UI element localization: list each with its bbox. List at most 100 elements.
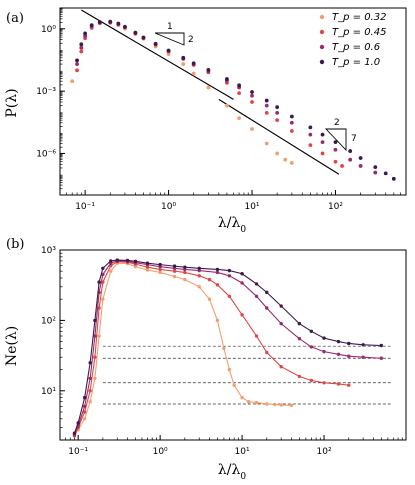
data-point (240, 313, 244, 317)
x-tick-label: 10² (328, 202, 343, 212)
data-point (250, 93, 254, 98)
x-tick-label: 10¹ (244, 202, 259, 212)
data-point (222, 346, 226, 351)
y-tick-label: 10² (41, 316, 56, 326)
slope-triangle-upper-rise: 2 (188, 35, 194, 45)
data-point (250, 90, 254, 94)
data-point (75, 62, 79, 66)
panel-b-ticks: 10⁻¹ 10⁰ 10¹ 10² 10¹ 10² 10³ (41, 246, 403, 457)
data-point (240, 281, 244, 285)
data-point (88, 399, 92, 404)
data-point (320, 151, 325, 156)
data-point (158, 270, 162, 275)
data-point (308, 132, 313, 137)
data-point (289, 120, 294, 125)
data-point (79, 46, 84, 50)
data-point (227, 268, 232, 273)
legend-entry: T_p = 0.45 (332, 27, 386, 38)
data-point (172, 274, 177, 279)
data-point (347, 354, 351, 358)
data-point (115, 258, 119, 262)
series-a-1 (75, 20, 344, 168)
data-point (358, 164, 363, 168)
data-point (361, 355, 365, 359)
panel-a-series (70, 19, 396, 181)
data-point (76, 421, 80, 425)
y-tick-label: 10⁻³ (36, 87, 56, 97)
data-point (297, 321, 302, 326)
data-point (225, 77, 229, 81)
data-point (93, 376, 97, 381)
legend-entry: T_p = 0.32 (332, 12, 386, 23)
power-law-fit-line-1 (81, 9, 234, 100)
data-point (82, 410, 87, 414)
data-point (183, 265, 187, 269)
data-point (145, 261, 150, 265)
panel-b-xlabel: λ/λ0 (218, 462, 246, 482)
data-point (97, 306, 101, 310)
data-point (215, 270, 220, 275)
slope-triangle-upper-run: 1 (167, 22, 173, 32)
panel-b-label: (b) (6, 237, 24, 252)
series-b-3 (72, 258, 384, 435)
data-point (275, 118, 280, 123)
legend-marker (319, 14, 325, 20)
series-line (73, 262, 292, 437)
legend-marker (319, 29, 325, 35)
data-point (101, 280, 105, 284)
data-point (109, 269, 113, 273)
series-line (73, 260, 382, 435)
data-point (289, 129, 294, 133)
data-point (82, 417, 87, 421)
legend-entry: T_p = 0.6 (332, 42, 380, 53)
data-point (89, 23, 94, 28)
data-point (348, 149, 353, 153)
series-b-2 (72, 259, 384, 437)
data-point (70, 79, 75, 84)
data-point (250, 100, 254, 104)
panel-a-fit-lines (81, 9, 340, 175)
data-point (75, 68, 79, 73)
data-point (116, 21, 121, 26)
data-point (207, 297, 212, 301)
x-tick-label: 10² (317, 447, 332, 457)
data-point (283, 157, 288, 162)
data-point (308, 143, 313, 148)
series-b-0 (72, 261, 294, 438)
legend-marker (319, 44, 325, 50)
x-tick-label: 10⁰ (161, 202, 176, 212)
legend: T_p = 0.32 T_p = 0.45 T_p = 0.6 T_p = 1.0 (319, 12, 386, 68)
slope-triangle-lower-rise: 7 (351, 134, 357, 144)
data-point (206, 67, 211, 72)
data-point (88, 361, 92, 365)
slope-triangle-upper (154, 32, 185, 46)
data-point (254, 282, 259, 286)
panel-a-frame (59, 7, 407, 196)
data-point (379, 356, 384, 360)
series-line (73, 259, 382, 434)
data-point (97, 20, 102, 24)
data-point (197, 266, 201, 270)
data-point (373, 165, 378, 170)
data-point (347, 383, 351, 387)
data-point (347, 341, 351, 346)
data-point (250, 127, 254, 131)
panel-b: (b) 10⁻¹ 10⁰ 10¹ 10² 10¹ 10² 10³ Ne(λ) λ/λ0 (4, 237, 407, 482)
data-point (227, 274, 232, 278)
data-point (215, 318, 220, 323)
data-point (72, 431, 77, 435)
data-point (123, 24, 127, 29)
data-point (289, 114, 294, 119)
panel-a-ticks: 10⁻¹ 10⁰ 10¹ 10² 10⁰ 10⁻³ 10⁻⁶ (36, 8, 401, 212)
data-point (240, 272, 244, 276)
data-point (141, 35, 146, 40)
data-point (265, 402, 269, 406)
data-point (97, 334, 101, 338)
data-point (336, 382, 341, 386)
data-point (391, 176, 396, 181)
data-point (309, 345, 314, 349)
slope-triangle-lower (324, 128, 347, 152)
data-point (309, 378, 314, 383)
data-point (379, 343, 384, 348)
data-point (153, 41, 158, 46)
